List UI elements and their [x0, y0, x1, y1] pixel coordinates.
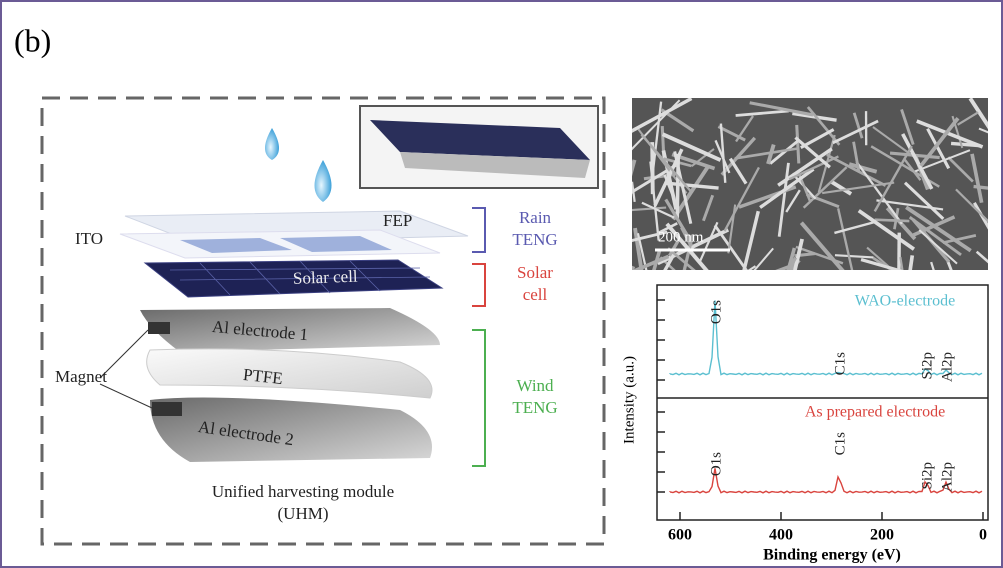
- nanowire: [797, 125, 799, 163]
- plot-frame: [657, 285, 988, 520]
- peak-label: Al2p: [939, 352, 955, 382]
- nanowire: [875, 220, 910, 221]
- bracket-label: Wind: [516, 376, 554, 395]
- panel-label: (b): [14, 22, 51, 58]
- frame: [1, 1, 1002, 567]
- peak-label: Si2p: [919, 462, 935, 490]
- label: Magnet: [55, 367, 107, 386]
- label: ITO: [75, 229, 103, 248]
- bracket-label: TENG: [512, 398, 557, 417]
- bracket: [472, 264, 485, 306]
- panel-name: As prepared electrode: [805, 404, 945, 421]
- magnet-block: [152, 402, 182, 416]
- x-tick-label: 400: [769, 527, 793, 544]
- bracket: [472, 330, 485, 466]
- x-axis-label: Binding energy (eV): [763, 547, 901, 564]
- leader-line: [100, 384, 152, 408]
- y-axis-label: Intensity (a.u.): [621, 356, 637, 444]
- peak-label: O1s: [708, 300, 724, 324]
- droplet: [315, 160, 332, 202]
- nanowire: [620, 266, 633, 298]
- bracket: [472, 208, 485, 252]
- label: FEP: [383, 211, 412, 230]
- bracket-label: cell: [523, 285, 548, 304]
- leader-line: [100, 330, 148, 378]
- figure: (b) FEP ITO Solar cell Al electrode 1 PT…: [0, 0, 1003, 568]
- bracket-label: Rain: [519, 208, 552, 227]
- label: Solar cell: [293, 267, 359, 288]
- x-tick-label: 600: [668, 527, 692, 544]
- x-tick-label: 0: [979, 527, 987, 544]
- ptfe-layer: [147, 349, 432, 398]
- x-tick-label: 200: [870, 527, 894, 544]
- nanowire: [708, 266, 755, 297]
- caption: Unified harvesting module: [212, 482, 394, 501]
- bracket-label: TENG: [512, 230, 557, 249]
- magnet-block: [148, 322, 170, 334]
- peak-label: Al2p: [939, 462, 955, 492]
- peak-label: O1s: [708, 452, 724, 476]
- droplet: [265, 128, 279, 160]
- scale-label: 200 nm: [658, 229, 704, 245]
- caption: (UHM): [278, 504, 329, 523]
- bracket-label: Solar: [517, 263, 553, 282]
- peak-label: Si2p: [919, 352, 935, 380]
- ito-layer: [120, 230, 440, 258]
- peak-label: C1s: [832, 352, 848, 376]
- peak-label: C1s: [832, 432, 848, 456]
- panel-name: WAO-electrode: [855, 293, 955, 310]
